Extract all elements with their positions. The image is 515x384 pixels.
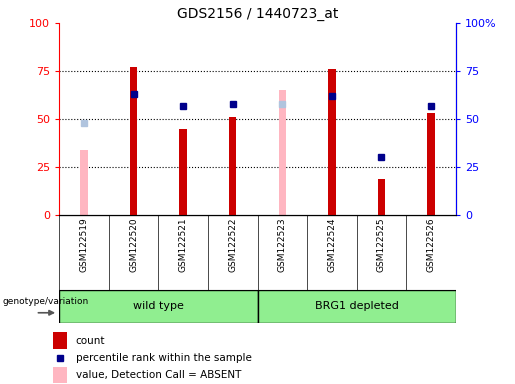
Bar <box>53 367 67 384</box>
Text: BRG1 depleted: BRG1 depleted <box>315 301 399 311</box>
Text: genotype/variation: genotype/variation <box>3 297 89 306</box>
Text: value, Detection Call = ABSENT: value, Detection Call = ABSENT <box>76 370 241 380</box>
Bar <box>179 129 187 215</box>
Text: GSM122521: GSM122521 <box>179 217 187 272</box>
Bar <box>427 113 435 215</box>
Text: GSM122519: GSM122519 <box>79 217 89 272</box>
Bar <box>258 290 456 323</box>
Bar <box>229 117 236 215</box>
Text: GSM122522: GSM122522 <box>228 217 237 272</box>
Title: GDS2156 / 1440723_at: GDS2156 / 1440723_at <box>177 7 338 21</box>
Text: GSM122526: GSM122526 <box>426 217 436 272</box>
Bar <box>130 67 138 215</box>
Bar <box>328 69 336 215</box>
Bar <box>59 290 258 323</box>
Text: GSM122520: GSM122520 <box>129 217 138 272</box>
Text: wild type: wild type <box>133 301 184 311</box>
Bar <box>377 179 385 215</box>
Text: GSM122525: GSM122525 <box>377 217 386 272</box>
Text: GSM122524: GSM122524 <box>328 217 336 272</box>
Bar <box>279 90 286 215</box>
Text: count: count <box>76 336 105 346</box>
Bar <box>53 332 67 349</box>
Text: GSM122523: GSM122523 <box>278 217 287 272</box>
Text: percentile rank within the sample: percentile rank within the sample <box>76 353 252 363</box>
Bar <box>80 150 88 215</box>
